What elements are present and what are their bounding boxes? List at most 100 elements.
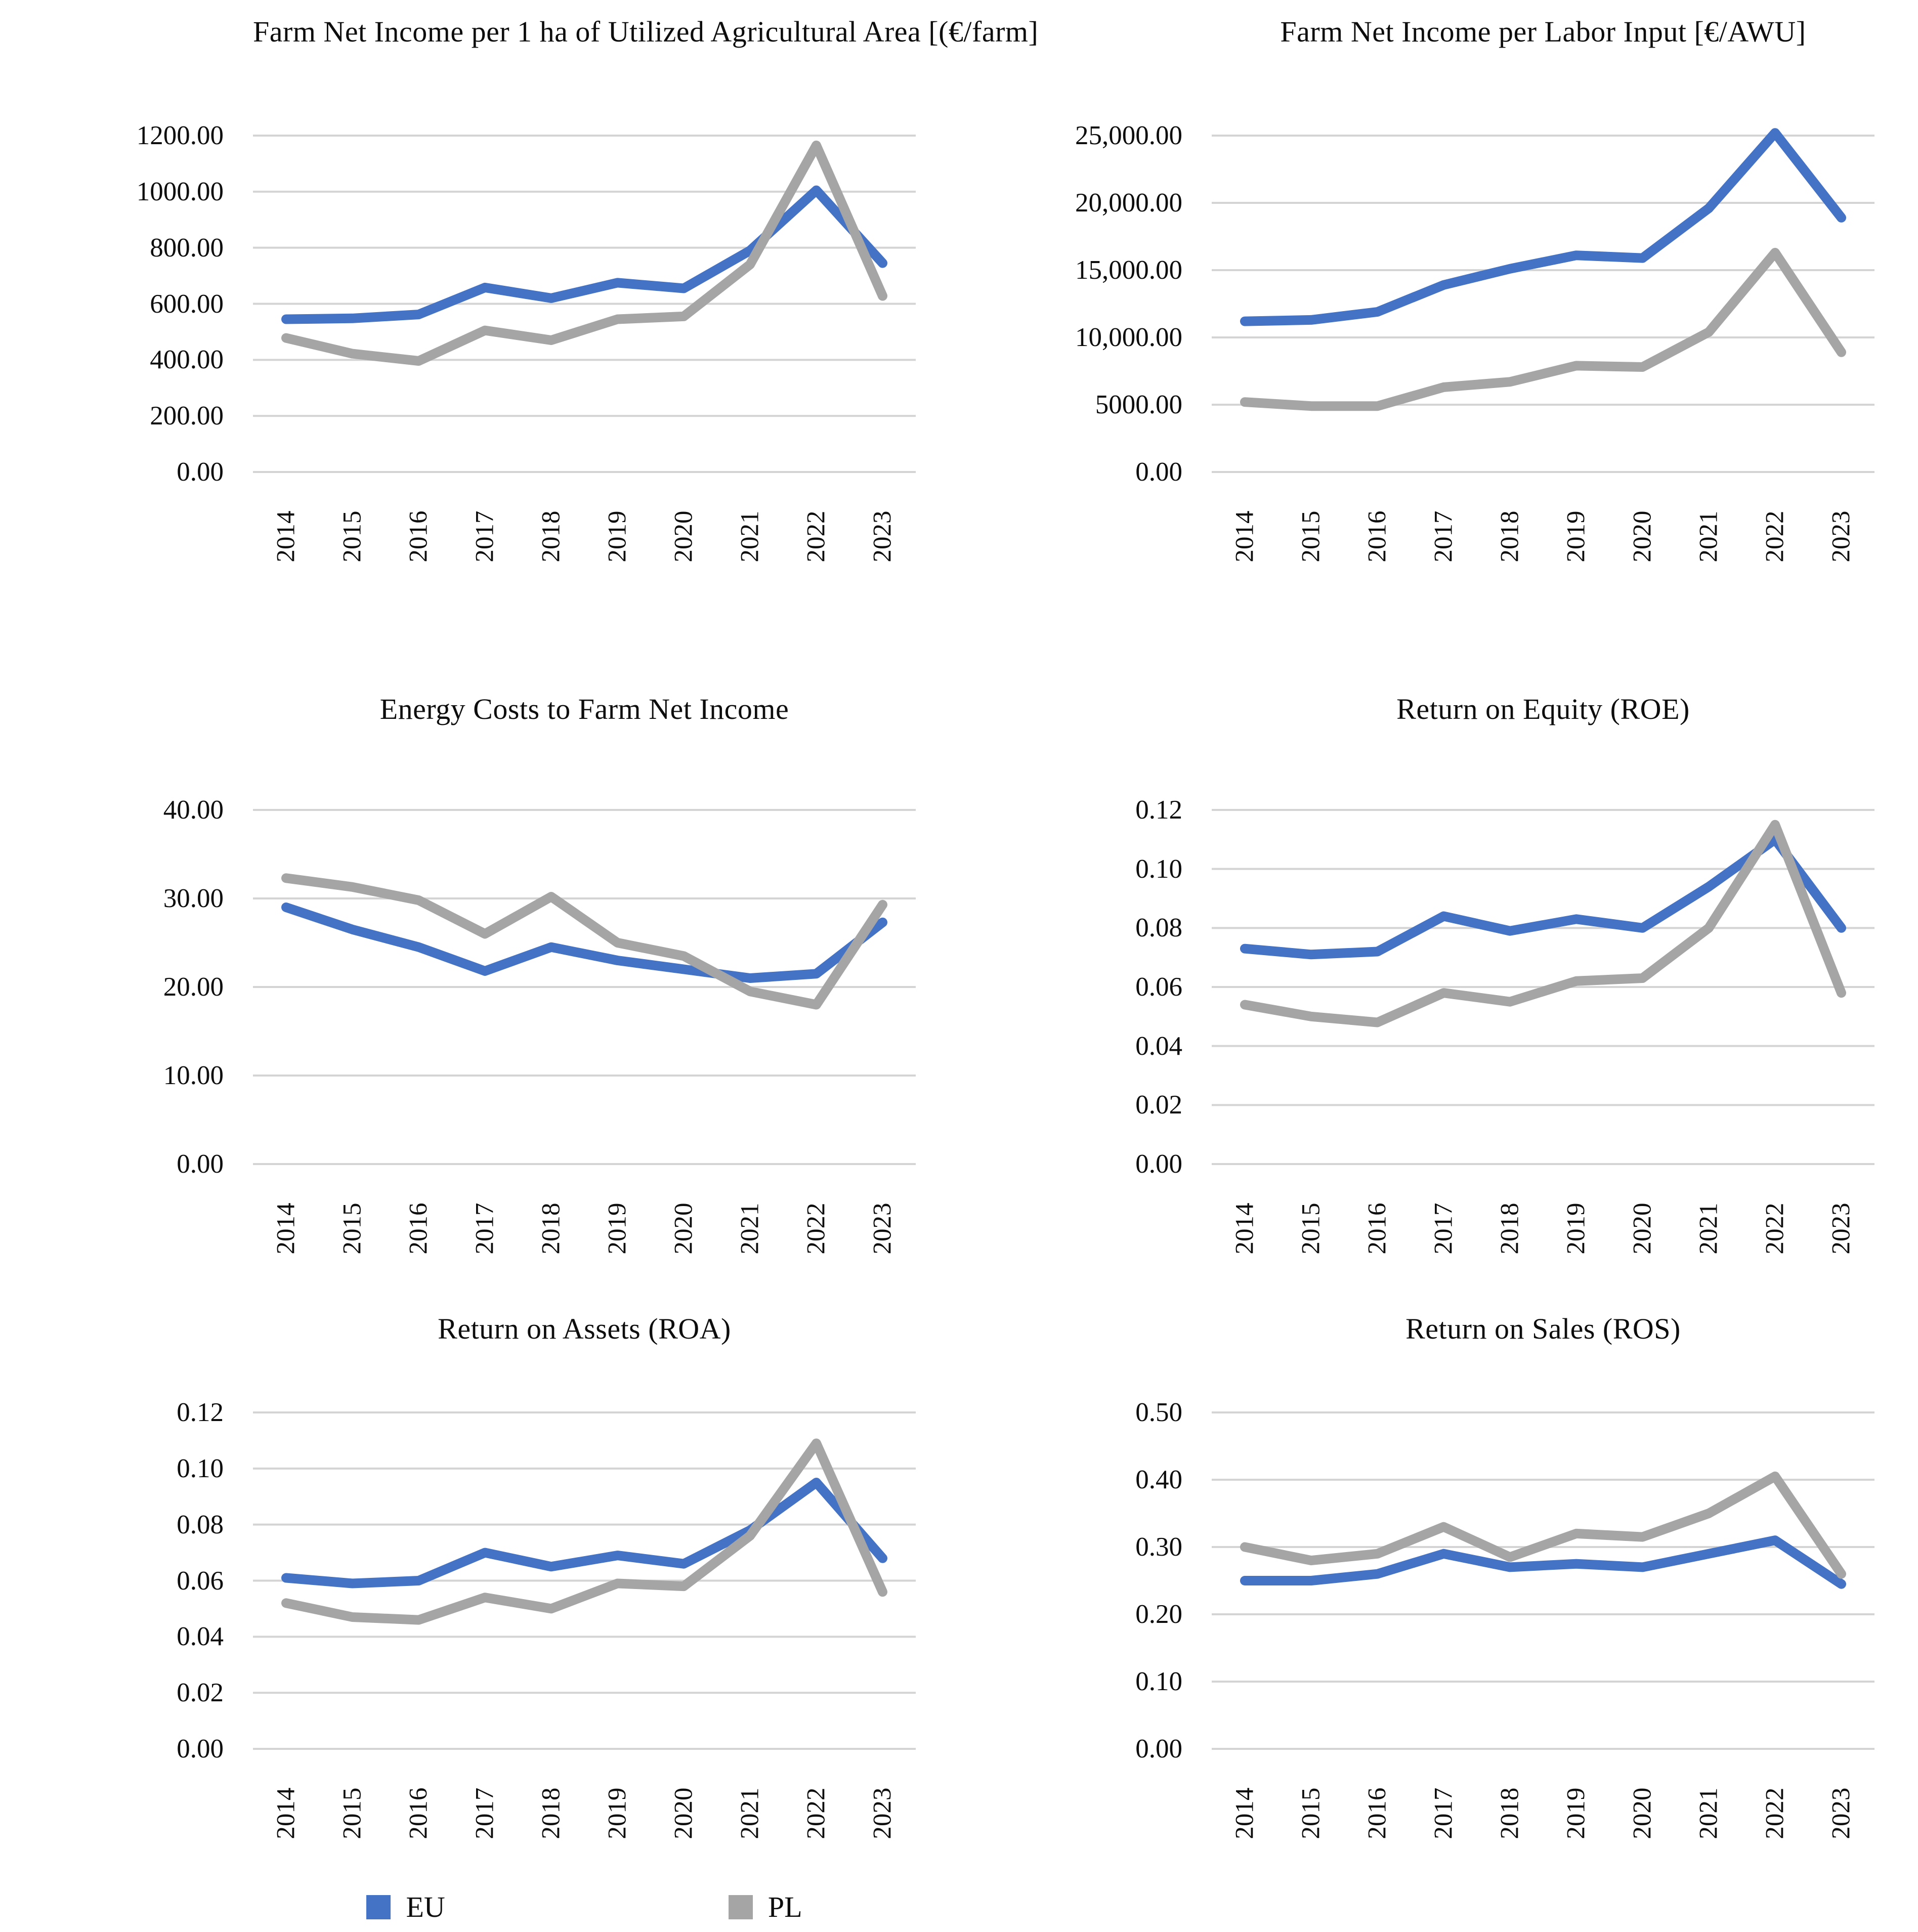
x-axis-tick: 2020 <box>651 1179 717 1278</box>
x-axis-tick-label: 2014 <box>272 510 300 563</box>
x-axis-tick: 2016 <box>1344 1764 1411 1863</box>
y-axis: 25,000.00 20,000.00 15,000.00 10,000.00 5000… <box>989 122 1212 486</box>
x-axis-row: 2014 2015 2016 2017 2018 2019 2020 2021 2022 2023 <box>1212 1764 1874 1863</box>
x-axis-tick-label: 2018 <box>1496 1203 1524 1255</box>
x-axis-tick: 2017 <box>1411 487 1477 586</box>
y-axis-tick-label: 0.00 <box>177 457 224 487</box>
series-line-eu <box>281 185 887 324</box>
series-line-pl <box>281 1438 887 1625</box>
y-axis-tick-label: 0.00 <box>1135 1149 1182 1179</box>
y-axis: 1200.00 1000.00 800.00 600.00 400.00 200.00 0.… <box>30 122 253 486</box>
series-line-pl <box>1240 820 1846 1027</box>
x-axis-tick-label: 2019 <box>1562 1203 1590 1255</box>
x-axis-tick: 2017 <box>1411 1179 1477 1278</box>
y-axis-tick-label: 0.08 <box>1135 913 1182 943</box>
x-axis-tick-label: 2016 <box>404 1787 433 1839</box>
x-axis-tick: 2020 <box>1609 1764 1676 1863</box>
plot-area: 25,000.00 20,000.00 15,000.00 10,000.00 5000… <box>989 122 1874 486</box>
x-axis-tick-label: 2016 <box>1363 1787 1391 1839</box>
y-axis-tick-label: 0.00 <box>1135 1734 1182 1764</box>
series-line-eu <box>1240 834 1846 960</box>
x-axis-tick-label: 2014 <box>1230 510 1259 563</box>
x-axis-tick-label: 2021 <box>736 1787 764 1839</box>
x-axis: 2014 2015 2016 2017 2018 2019 2020 2021 2022 2023 <box>1212 1179 1874 1278</box>
x-axis-tick: 2022 <box>1742 1764 1808 1863</box>
line-plot <box>253 1411 916 1750</box>
x-axis-tick: 2018 <box>518 1179 584 1278</box>
x-axis-tick-label: 2014 <box>272 1787 300 1839</box>
x-axis-tick-label: 2015 <box>338 1787 366 1839</box>
x-axis-tick-label: 2018 <box>1496 510 1524 563</box>
x-axis-tick-label: 2020 <box>1628 1787 1656 1839</box>
y-axis-tick-label: 0.00 <box>1135 457 1182 487</box>
y-axis-tick-label: 0.10 <box>1135 854 1182 884</box>
x-axis-tick: 2017 <box>452 1764 518 1863</box>
x-axis-tick: 2019 <box>584 487 651 586</box>
plot-area: 0.12 0.10 0.08 0.06 0.04 0.02 0.00 <box>989 796 1874 1178</box>
x-axis-tick: 2016 <box>386 1764 452 1863</box>
x-axis-tick: 2020 <box>651 487 717 586</box>
x-axis-tick: 2018 <box>1477 1179 1543 1278</box>
x-axis-tick: 2022 <box>1742 1179 1808 1278</box>
x-axis-tick-label: 2019 <box>603 1787 631 1839</box>
x-axis-tick: 2021 <box>717 1179 783 1278</box>
x-axis-tick: 2023 <box>1808 1179 1874 1278</box>
x-axis-tick-label: 2018 <box>537 1203 565 1255</box>
x-axis-tick-label: 2017 <box>471 1787 499 1839</box>
x-axis-tick: 2023 <box>849 1764 916 1863</box>
x-axis-tick-label: 2017 <box>1429 1203 1458 1255</box>
y-axis-tick-label: 0.08 <box>177 1510 224 1539</box>
x-axis-tick-label: 2015 <box>338 1203 366 1255</box>
x-axis-tick-label: 2021 <box>736 1203 764 1255</box>
x-axis-tick: 2017 <box>1411 1764 1477 1863</box>
line-plot <box>253 135 916 473</box>
y-axis-tick-label: 0.20 <box>1135 1600 1182 1629</box>
x-axis-tick-label: 2020 <box>1628 1203 1656 1255</box>
y-axis-tick-label: 0.04 <box>177 1622 224 1652</box>
y-axis-tick-label: 15,000.00 <box>1075 255 1182 285</box>
legend-swatch-eu-icon <box>366 1895 391 1919</box>
chart-return-on-equity: Return on Equity (ROE) 0.12 0.10 0.08 0.06 0… <box>959 646 1918 1286</box>
x-axis-tick: 2023 <box>1808 487 1874 586</box>
legend-label-eu: EU <box>406 1891 445 1923</box>
x-axis-tick: 2016 <box>1344 487 1411 586</box>
x-axis-tick: 2014 <box>1212 1179 1278 1278</box>
x-axis-tick-label: 2020 <box>669 1203 698 1255</box>
x-axis-tick: 2021 <box>717 487 783 586</box>
x-axis: 2014 2015 2016 2017 2018 2019 2020 2021 2022 2023 <box>1212 487 1874 586</box>
x-axis-tick-label: 2023 <box>868 510 897 563</box>
chart-farm-net-income-per-awu: Farm Net Income per Labor Input [€/AWU] … <box>959 6 1918 646</box>
x-axis-tick-label: 2020 <box>669 510 698 563</box>
series-line-eu <box>281 1478 887 1588</box>
series-line-pl <box>281 140 887 366</box>
x-axis-tick: 2022 <box>1742 487 1808 586</box>
x-axis-tick-label: 2021 <box>736 510 764 563</box>
plot-area: 1200.00 1000.00 800.00 600.00 400.00 200.00 0.… <box>30 122 916 486</box>
x-axis-tick: 2023 <box>849 487 916 586</box>
y-axis-tick-label: 5000.00 <box>1095 390 1182 419</box>
x-axis-tick: 2015 <box>319 1764 386 1863</box>
x-axis: 2014 2015 2016 2017 2018 2019 2020 2021 2022 2023 <box>1212 1764 1874 1863</box>
x-axis-tick: 2015 <box>1278 1179 1344 1278</box>
x-axis-tick: 2014 <box>253 1179 319 1278</box>
x-axis-tick: 2015 <box>1278 487 1344 586</box>
x-axis-tick: 2015 <box>319 487 386 586</box>
chart-return-on-assets: Return on Assets (ROA) 0.12 0.10 0.08 0.06 0… <box>0 1286 959 1926</box>
x-axis-tick: 2022 <box>783 1179 849 1278</box>
x-axis-tick-label: 2015 <box>1297 510 1325 563</box>
x-axis-tick: 2021 <box>717 1764 783 1863</box>
x-axis-tick: 2015 <box>319 1179 386 1278</box>
line-plot <box>1212 809 1874 1165</box>
x-axis-tick: 2018 <box>1477 1764 1543 1863</box>
line-plot <box>253 809 916 1165</box>
x-axis-tick-label: 2017 <box>1429 1787 1458 1839</box>
legend-label-pl: PL <box>768 1891 802 1923</box>
y-axis-tick-label: 10.00 <box>163 1061 224 1090</box>
x-axis-tick: 2018 <box>518 1764 584 1863</box>
x-axis-tick-label: 2022 <box>802 1203 830 1255</box>
y-axis-tick-label: 0.50 <box>1135 1398 1182 1427</box>
x-axis-tick: 2022 <box>783 1764 849 1863</box>
x-axis-row: 2014 2015 2016 2017 2018 2019 2020 2021 2022 2023 <box>1212 1179 1874 1278</box>
x-axis-tick: 2019 <box>1543 1179 1609 1278</box>
series-line-pl <box>1240 1471 1846 1579</box>
